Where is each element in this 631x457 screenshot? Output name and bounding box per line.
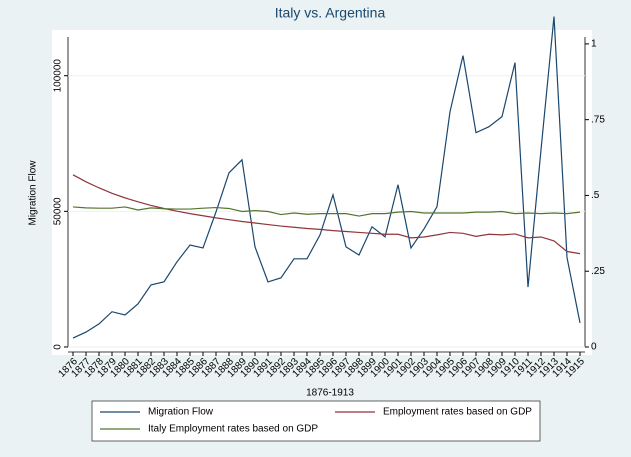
y-tick-label: 100000 xyxy=(53,59,64,93)
legend-label: Italy Employment rates based on GDP xyxy=(148,424,318,435)
y2-tick-label: .5 xyxy=(591,190,600,201)
y-tick-label: 50000 xyxy=(53,197,64,225)
y2-tick-label: 0 xyxy=(591,342,597,353)
legend-label: Employment rates based on GDP xyxy=(383,407,532,418)
y2-tick-label: .75 xyxy=(591,114,605,125)
y-axis-label: Migration Flow xyxy=(28,160,39,226)
chart-title: Italy vs. Argentina xyxy=(275,5,386,21)
legend xyxy=(91,400,541,442)
legend-label: Migration Flow xyxy=(148,407,214,418)
x-axis-label: 1876-1913 xyxy=(306,388,354,399)
y2-tick-label: .25 xyxy=(591,266,605,277)
series-line xyxy=(72,16,581,339)
plot-area xyxy=(52,30,592,355)
y-tick-label: 0 xyxy=(53,344,64,350)
y2-tick-label: 1 xyxy=(591,39,597,50)
series-line xyxy=(72,206,581,217)
series-line xyxy=(72,174,581,255)
